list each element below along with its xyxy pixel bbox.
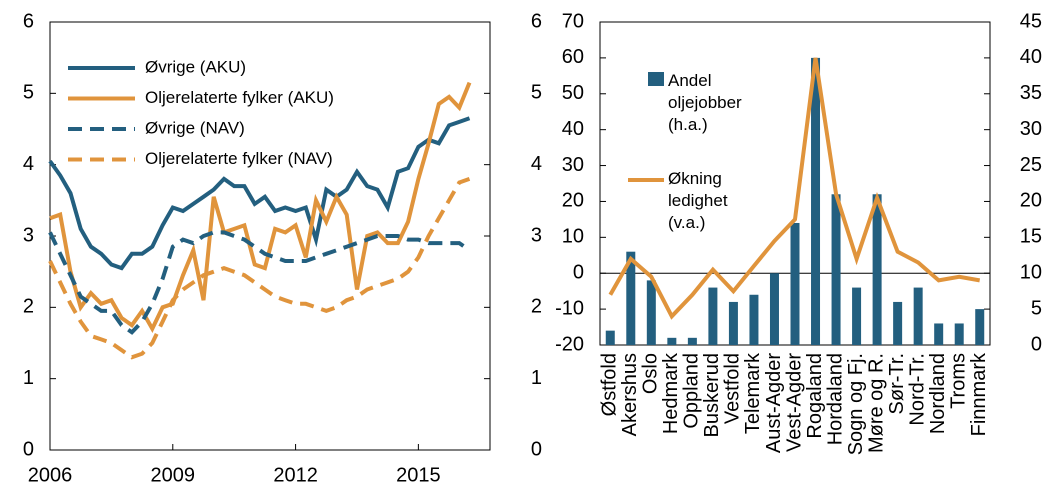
- y-tick-label: 5: [23, 82, 34, 104]
- bar: [913, 287, 923, 345]
- x-tick-label: 2012: [273, 464, 318, 486]
- bar: [852, 287, 862, 345]
- x-tick-label: Akershus: [619, 353, 641, 436]
- y-tick-label: 40: [562, 118, 584, 140]
- bar: [893, 301, 903, 345]
- bar: [872, 194, 882, 345]
- line-series: [608, 57, 981, 320]
- y2-tick-label: 45: [1020, 10, 1042, 32]
- legend-label: Oljerelaterte fylker (NAV): [145, 149, 333, 168]
- x-tick-label: Sør-Tr.: [886, 353, 908, 414]
- legend-label: Oljerelaterte fylker (AKU): [145, 88, 334, 107]
- y-tick-label: 0: [23, 438, 34, 460]
- y2-tick-label: 0: [531, 438, 542, 460]
- line-series: [48, 230, 471, 335]
- y-tick-label: 10: [562, 226, 584, 248]
- y2-tick-label: 40: [1020, 46, 1042, 68]
- y-tick-label: 2: [23, 296, 34, 318]
- bar: [769, 273, 779, 345]
- bar: [605, 330, 615, 345]
- bar: [646, 280, 656, 345]
- x-tick-label: Rogaland: [804, 353, 826, 439]
- x-tick-label: Sogn og Fj.: [845, 353, 867, 455]
- x-tick-label: 2009: [151, 464, 196, 486]
- legend-label: Økning ledighet (v.a.): [668, 169, 728, 232]
- legend-label: Øvrige (AKU): [145, 57, 246, 76]
- bar: [687, 337, 697, 345]
- y-tick-label: 50: [562, 82, 584, 104]
- legend-label: Andel oljejobber (h.a.): [668, 71, 742, 134]
- y2-tick-label: 4: [531, 153, 542, 175]
- bar: [728, 301, 738, 345]
- x-tick-label: Østfold: [599, 353, 621, 416]
- y-tick-label: 20: [562, 190, 584, 212]
- y2-tick-label: 2: [531, 296, 542, 318]
- bar: [954, 323, 964, 345]
- y2-tick-label: 20: [1020, 190, 1042, 212]
- y-tick-label: -20: [555, 333, 584, 355]
- y2-tick-label: 25: [1020, 154, 1042, 176]
- y-tick-label: 0: [573, 262, 584, 284]
- y-tick-label: 3: [23, 224, 34, 246]
- bar: [934, 323, 944, 345]
- x-tick-label: Oppland: [681, 353, 703, 429]
- legend-label: Øvrige (NAV): [145, 118, 245, 137]
- y-tick-label: 4: [23, 153, 34, 175]
- x-tick-label: Telemark: [742, 352, 764, 434]
- y-tick-label: -10: [555, 297, 584, 319]
- y2-tick-label: 30: [1020, 118, 1042, 140]
- y2-tick-label: 0: [1031, 333, 1042, 355]
- line-series: [48, 177, 471, 360]
- y-tick-label: 70: [562, 10, 584, 32]
- x-tick-label: Finnmark: [968, 352, 990, 436]
- x-tick-label: Oslo: [640, 353, 662, 394]
- line-series: [48, 116, 471, 271]
- bar: [749, 294, 759, 345]
- bar: [667, 337, 677, 345]
- left-frame: [49, 21, 491, 451]
- bar: [708, 287, 718, 345]
- y2-tick-label: 35: [1020, 82, 1042, 104]
- x-tick-label: Nord-Tr.: [906, 353, 928, 426]
- legend-swatch: [648, 72, 664, 86]
- x-tick-label: 2015: [396, 464, 441, 486]
- x-tick-label: 2006: [28, 464, 73, 486]
- y-tick-label: 60: [562, 46, 584, 68]
- x-tick-label: Vest-Agder: [783, 353, 805, 452]
- y2-tick-label: 3: [531, 224, 542, 246]
- bar: [811, 57, 821, 346]
- line-series: [49, 81, 472, 333]
- bar: [975, 309, 985, 345]
- y2-tick-label: 15: [1020, 226, 1042, 248]
- x-tick-label: Vestfold: [722, 353, 744, 424]
- x-tick-label: Aust-Agder: [763, 353, 785, 453]
- bar: [790, 222, 800, 345]
- y2-tick-label: 5: [531, 82, 542, 104]
- x-tick-label: Nordland: [927, 353, 949, 434]
- y-tick-label: 30: [562, 154, 584, 176]
- y2-tick-label: 1: [531, 367, 542, 389]
- x-tick-label: Buskerud: [701, 353, 723, 438]
- y2-tick-label: 5: [1031, 297, 1042, 319]
- bar: [626, 251, 636, 345]
- x-tick-label: Troms: [947, 353, 969, 409]
- bar: [831, 194, 841, 345]
- y-tick-label: 1: [23, 367, 34, 389]
- y2-tick-label: 10: [1020, 262, 1042, 284]
- x-tick-label: Hordaland: [824, 353, 846, 445]
- x-tick-label: Hedmark: [660, 352, 682, 434]
- y-tick-label: 6: [23, 10, 34, 32]
- y2-tick-label: 6: [531, 10, 542, 32]
- x-tick-label: Møre og R.: [865, 353, 887, 453]
